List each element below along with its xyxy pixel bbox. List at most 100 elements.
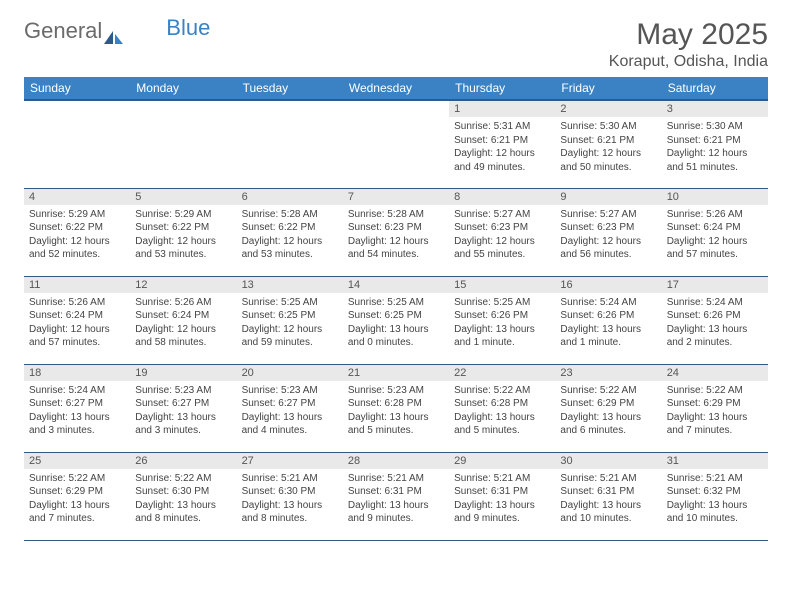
- calendar-day-cell: 12Sunrise: 5:26 AMSunset: 6:24 PMDayligh…: [130, 276, 236, 364]
- day-content: Sunrise: 5:22 AMSunset: 6:29 PMDaylight:…: [662, 381, 768, 442]
- day-number: 28: [343, 453, 449, 469]
- day-number: 9: [555, 189, 661, 205]
- day-number: 26: [130, 453, 236, 469]
- day-content: Sunrise: 5:28 AMSunset: 6:23 PMDaylight:…: [343, 205, 449, 266]
- day-number: 16: [555, 277, 661, 293]
- calendar-table: SundayMondayTuesdayWednesdayThursdayFrid…: [24, 77, 768, 541]
- calendar-week-row: 18Sunrise: 5:24 AMSunset: 6:27 PMDayligh…: [24, 364, 768, 452]
- weekday-header: Friday: [555, 77, 661, 100]
- calendar-day-cell: 27Sunrise: 5:21 AMSunset: 6:30 PMDayligh…: [237, 452, 343, 540]
- calendar-day-cell: 29Sunrise: 5:21 AMSunset: 6:31 PMDayligh…: [449, 452, 555, 540]
- day-number: 27: [237, 453, 343, 469]
- day-content: Sunrise: 5:21 AMSunset: 6:32 PMDaylight:…: [662, 469, 768, 530]
- calendar-day-cell: [237, 100, 343, 188]
- day-number: 11: [24, 277, 130, 293]
- calendar-day-cell: 15Sunrise: 5:25 AMSunset: 6:26 PMDayligh…: [449, 276, 555, 364]
- calendar-week-row: 4Sunrise: 5:29 AMSunset: 6:22 PMDaylight…: [24, 188, 768, 276]
- calendar-day-cell: 20Sunrise: 5:23 AMSunset: 6:27 PMDayligh…: [237, 364, 343, 452]
- calendar-day-cell: 3Sunrise: 5:30 AMSunset: 6:21 PMDaylight…: [662, 100, 768, 188]
- day-number: 30: [555, 453, 661, 469]
- header: General Blue May 2025 Koraput, Odisha, I…: [24, 18, 768, 71]
- day-number: 18: [24, 365, 130, 381]
- calendar-day-cell: [343, 100, 449, 188]
- calendar-day-cell: 9Sunrise: 5:27 AMSunset: 6:23 PMDaylight…: [555, 188, 661, 276]
- day-number: 17: [662, 277, 768, 293]
- weekday-header: Sunday: [24, 77, 130, 100]
- calendar-week-row: 11Sunrise: 5:26 AMSunset: 6:24 PMDayligh…: [24, 276, 768, 364]
- calendar-day-cell: 16Sunrise: 5:24 AMSunset: 6:26 PMDayligh…: [555, 276, 661, 364]
- day-number: 22: [449, 365, 555, 381]
- calendar-week-row: 1Sunrise: 5:31 AMSunset: 6:21 PMDaylight…: [24, 100, 768, 188]
- day-number: 31: [662, 453, 768, 469]
- day-number: 10: [662, 189, 768, 205]
- day-content: Sunrise: 5:21 AMSunset: 6:31 PMDaylight:…: [555, 469, 661, 530]
- day-content: Sunrise: 5:21 AMSunset: 6:31 PMDaylight:…: [449, 469, 555, 530]
- weekday-header: Monday: [130, 77, 236, 100]
- calendar-day-cell: 28Sunrise: 5:21 AMSunset: 6:31 PMDayligh…: [343, 452, 449, 540]
- calendar-day-cell: 23Sunrise: 5:22 AMSunset: 6:29 PMDayligh…: [555, 364, 661, 452]
- day-number: 7: [343, 189, 449, 205]
- calendar-day-cell: 14Sunrise: 5:25 AMSunset: 6:25 PMDayligh…: [343, 276, 449, 364]
- logo-sail-icon: [104, 24, 124, 38]
- day-number: 4: [24, 189, 130, 205]
- day-number: 3: [662, 101, 768, 117]
- calendar-day-cell: 10Sunrise: 5:26 AMSunset: 6:24 PMDayligh…: [662, 188, 768, 276]
- day-number: 29: [449, 453, 555, 469]
- calendar-day-cell: 21Sunrise: 5:23 AMSunset: 6:28 PMDayligh…: [343, 364, 449, 452]
- calendar-day-cell: 1Sunrise: 5:31 AMSunset: 6:21 PMDaylight…: [449, 100, 555, 188]
- calendar-day-cell: 13Sunrise: 5:25 AMSunset: 6:25 PMDayligh…: [237, 276, 343, 364]
- day-content: Sunrise: 5:23 AMSunset: 6:27 PMDaylight:…: [237, 381, 343, 442]
- calendar-page: General Blue May 2025 Koraput, Odisha, I…: [0, 0, 792, 541]
- calendar-day-cell: 5Sunrise: 5:29 AMSunset: 6:22 PMDaylight…: [130, 188, 236, 276]
- calendar-day-cell: [24, 100, 130, 188]
- day-content: Sunrise: 5:25 AMSunset: 6:26 PMDaylight:…: [449, 293, 555, 354]
- calendar-day-cell: 22Sunrise: 5:22 AMSunset: 6:28 PMDayligh…: [449, 364, 555, 452]
- month-title: May 2025: [609, 18, 768, 51]
- calendar-day-cell: 11Sunrise: 5:26 AMSunset: 6:24 PMDayligh…: [24, 276, 130, 364]
- day-content: Sunrise: 5:30 AMSunset: 6:21 PMDaylight:…: [555, 117, 661, 178]
- calendar-day-cell: [130, 100, 236, 188]
- day-number: 6: [237, 189, 343, 205]
- day-number: 13: [237, 277, 343, 293]
- day-content: Sunrise: 5:31 AMSunset: 6:21 PMDaylight:…: [449, 117, 555, 178]
- day-content: Sunrise: 5:26 AMSunset: 6:24 PMDaylight:…: [130, 293, 236, 354]
- logo-text-2: Blue: [166, 15, 210, 41]
- day-content: Sunrise: 5:25 AMSunset: 6:25 PMDaylight:…: [237, 293, 343, 354]
- day-number: 24: [662, 365, 768, 381]
- calendar-day-cell: 18Sunrise: 5:24 AMSunset: 6:27 PMDayligh…: [24, 364, 130, 452]
- day-content: Sunrise: 5:24 AMSunset: 6:26 PMDaylight:…: [555, 293, 661, 354]
- calendar-day-cell: 25Sunrise: 5:22 AMSunset: 6:29 PMDayligh…: [24, 452, 130, 540]
- day-number: 5: [130, 189, 236, 205]
- day-content: Sunrise: 5:28 AMSunset: 6:22 PMDaylight:…: [237, 205, 343, 266]
- day-number: 14: [343, 277, 449, 293]
- day-content: Sunrise: 5:27 AMSunset: 6:23 PMDaylight:…: [449, 205, 555, 266]
- weekday-header: Tuesday: [237, 77, 343, 100]
- day-content: Sunrise: 5:22 AMSunset: 6:29 PMDaylight:…: [24, 469, 130, 530]
- day-content: Sunrise: 5:22 AMSunset: 6:28 PMDaylight:…: [449, 381, 555, 442]
- calendar-day-cell: 7Sunrise: 5:28 AMSunset: 6:23 PMDaylight…: [343, 188, 449, 276]
- day-number: 12: [130, 277, 236, 293]
- day-content: Sunrise: 5:29 AMSunset: 6:22 PMDaylight:…: [24, 205, 130, 266]
- calendar-day-cell: 26Sunrise: 5:22 AMSunset: 6:30 PMDayligh…: [130, 452, 236, 540]
- day-number: 1: [449, 101, 555, 117]
- calendar-day-cell: 8Sunrise: 5:27 AMSunset: 6:23 PMDaylight…: [449, 188, 555, 276]
- calendar-head: SundayMondayTuesdayWednesdayThursdayFrid…: [24, 77, 768, 100]
- day-content: Sunrise: 5:21 AMSunset: 6:31 PMDaylight:…: [343, 469, 449, 530]
- day-content: Sunrise: 5:25 AMSunset: 6:25 PMDaylight:…: [343, 293, 449, 354]
- day-content: Sunrise: 5:26 AMSunset: 6:24 PMDaylight:…: [24, 293, 130, 354]
- weekday-header: Thursday: [449, 77, 555, 100]
- day-number: 21: [343, 365, 449, 381]
- day-number: 2: [555, 101, 661, 117]
- day-number: 8: [449, 189, 555, 205]
- calendar-body: 1Sunrise: 5:31 AMSunset: 6:21 PMDaylight…: [24, 100, 768, 540]
- day-content: Sunrise: 5:23 AMSunset: 6:28 PMDaylight:…: [343, 381, 449, 442]
- weekday-header: Saturday: [662, 77, 768, 100]
- day-content: Sunrise: 5:24 AMSunset: 6:26 PMDaylight:…: [662, 293, 768, 354]
- calendar-day-cell: 2Sunrise: 5:30 AMSunset: 6:21 PMDaylight…: [555, 100, 661, 188]
- calendar-day-cell: 4Sunrise: 5:29 AMSunset: 6:22 PMDaylight…: [24, 188, 130, 276]
- day-number: 19: [130, 365, 236, 381]
- weekday-header: Wednesday: [343, 77, 449, 100]
- day-number: 23: [555, 365, 661, 381]
- calendar-day-cell: 6Sunrise: 5:28 AMSunset: 6:22 PMDaylight…: [237, 188, 343, 276]
- day-content: Sunrise: 5:27 AMSunset: 6:23 PMDaylight:…: [555, 205, 661, 266]
